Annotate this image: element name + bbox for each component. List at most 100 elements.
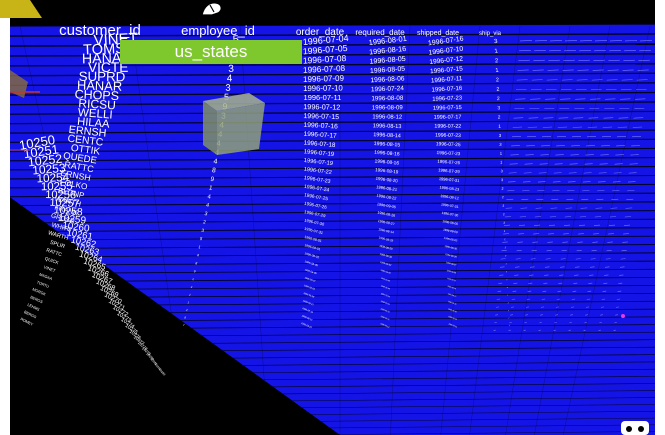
cell-glyph xyxy=(623,233,629,235)
order-id-cell: 10254 xyxy=(36,171,70,186)
table-cell: 1996-08-29 xyxy=(378,235,394,242)
cell-glyph xyxy=(612,190,620,192)
table-cell: 3 xyxy=(502,204,504,208)
table-cell: 3 xyxy=(507,302,509,304)
table-cell: 2 xyxy=(503,212,506,216)
cell-glyph xyxy=(587,126,598,128)
table-cell: 1 xyxy=(494,48,498,54)
cell-glyph xyxy=(516,250,522,252)
row-divider xyxy=(10,147,655,153)
cell-glyph xyxy=(517,241,523,243)
cell-glyph xyxy=(533,224,541,226)
cell-glyph xyxy=(578,224,586,226)
table-cell: 3 xyxy=(201,228,205,234)
order-id-cell: 10278 xyxy=(137,340,149,352)
table-cell: 1996-07-30 xyxy=(304,217,326,226)
table-cell: 1996-07-31 xyxy=(439,176,461,183)
row-divider xyxy=(10,201,655,207)
cell-glyph xyxy=(563,224,571,226)
cell-glyph xyxy=(523,172,532,174)
table-cell: TORTU xyxy=(36,280,50,289)
cell-glyph xyxy=(568,172,577,174)
table-cell: 1996-08-15 xyxy=(374,141,401,149)
table-cell: 1996-08-01 xyxy=(368,34,407,47)
order-id-cell: 10250 xyxy=(18,132,56,153)
table-cell: 1996-07-30 xyxy=(441,211,458,218)
vr-headset-icon[interactable] xyxy=(620,418,650,435)
cell-glyph xyxy=(600,306,605,308)
row-divider xyxy=(10,268,655,275)
cell-glyph xyxy=(561,250,567,252)
table-cell: RATTC xyxy=(45,247,62,258)
cell-glyph xyxy=(543,282,548,284)
cell-glyph xyxy=(503,224,511,226)
table-plane[interactable]: customer_id employee_id order_date required… xyxy=(10,0,655,435)
cell-glyph xyxy=(579,50,591,52)
cell-glyph xyxy=(530,98,541,100)
table-cell: 1996-08-08 xyxy=(371,95,404,103)
table-cell: 1996-07-31 xyxy=(304,227,323,235)
cell-glyph xyxy=(514,107,525,110)
cell-glyph xyxy=(608,224,616,226)
column-guide xyxy=(505,25,571,435)
table-cell: 1996-09-10 xyxy=(380,308,390,313)
table-cell: 1996-08-16 xyxy=(447,301,456,306)
cell-glyph xyxy=(552,181,561,183)
cell-glyph xyxy=(554,163,563,165)
cell-glyph xyxy=(564,50,576,52)
cell-glyph xyxy=(590,258,596,260)
table-cell: 3 xyxy=(497,105,500,111)
cell-glyph xyxy=(572,290,577,292)
order-id-cell: 10281 xyxy=(149,357,158,366)
cell-glyph xyxy=(509,163,518,165)
cell-glyph xyxy=(515,98,526,100)
cell-glyph xyxy=(604,107,615,110)
cell-glyph xyxy=(499,266,505,268)
table-cell: 1996-07-15 xyxy=(303,113,339,121)
table-cell: 1996-07-22 xyxy=(303,167,332,176)
row-divider xyxy=(10,82,655,87)
cell-glyph xyxy=(623,224,631,226)
cube-object[interactable] xyxy=(203,93,265,155)
row-divider xyxy=(10,227,655,233)
table-cell: 1996-09-04 xyxy=(380,278,390,283)
cell-glyph xyxy=(595,207,603,209)
cell-glyph xyxy=(538,172,547,174)
cell-glyph xyxy=(570,314,573,316)
row-divider xyxy=(10,62,655,67)
table-cell: 3 xyxy=(494,39,499,46)
table-cell: 1996-08-26 xyxy=(377,211,395,218)
table-cell: 5 xyxy=(199,236,203,242)
table-cell: 4 xyxy=(227,73,233,84)
cell-glyph xyxy=(517,69,529,71)
table-cell: VINET xyxy=(43,264,56,273)
cell-glyph xyxy=(564,40,578,42)
table-cell: 2 xyxy=(192,277,195,281)
order-id-cell: 10256 xyxy=(45,189,76,201)
table-cell: 2 xyxy=(185,308,188,312)
table-cell: 1996-07-24 xyxy=(371,85,405,93)
table-cell: 1996-07-29 xyxy=(304,209,327,218)
cell-glyph xyxy=(583,329,586,331)
cell-glyph xyxy=(510,306,515,308)
cell-glyph xyxy=(627,190,635,192)
table-cell: 1996-09-05 xyxy=(380,285,390,290)
cell-glyph xyxy=(609,50,621,52)
3d-viewport[interactable]: customer_id employee_id order_date required… xyxy=(10,0,655,435)
row-divider xyxy=(10,339,655,346)
table-cell: 1996-08-01 xyxy=(304,243,321,251)
row-divider xyxy=(10,23,655,27)
cell-glyph xyxy=(545,88,557,91)
table-cell: 1996-07-18 xyxy=(303,140,336,150)
table-cell: 1996-08-05 xyxy=(370,66,406,75)
column-guide xyxy=(469,25,521,435)
cell-glyph xyxy=(542,126,553,128)
cell-glyph xyxy=(623,59,635,61)
cell-glyph xyxy=(634,107,645,110)
cell-glyph xyxy=(557,290,562,292)
table-cell: 1996-07-23 xyxy=(432,95,462,102)
table-cell: CHOPS xyxy=(74,87,119,103)
cell-glyph xyxy=(614,322,617,324)
table-cell: 3 xyxy=(507,287,509,289)
cell-glyph xyxy=(575,98,586,100)
